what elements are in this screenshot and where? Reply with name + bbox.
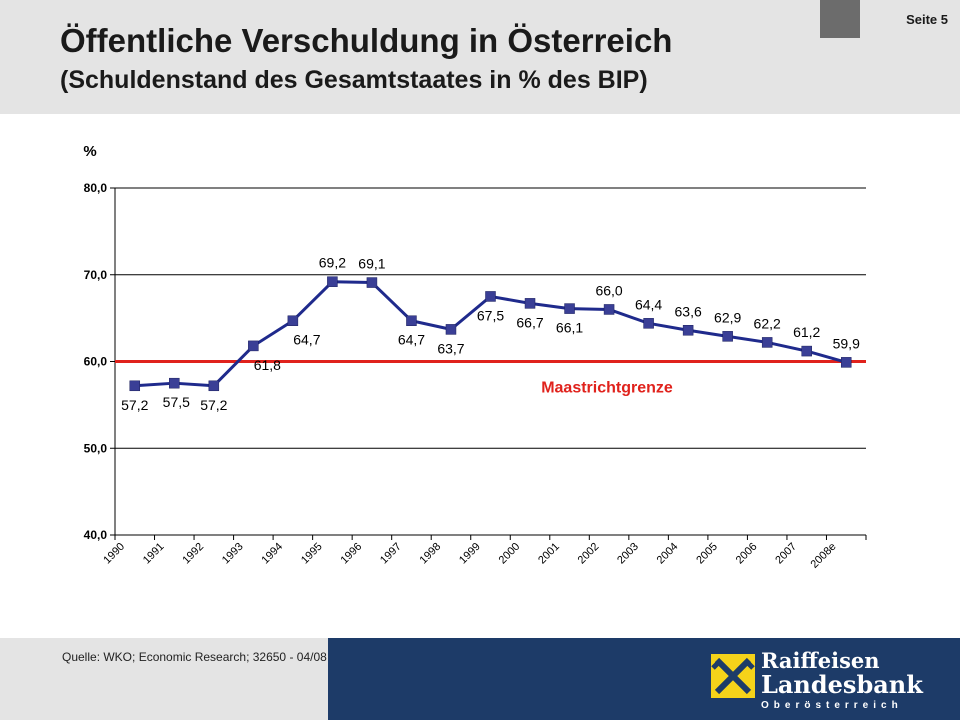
page-number: Seite 5	[906, 12, 948, 27]
y-tick-label: 50,0	[84, 441, 108, 455]
data-point	[761, 337, 773, 348]
data-label: 57,5	[163, 394, 190, 410]
debt-chart: 40,0 50,0 60,0 70,0 80,0% 1990 1991 1992 1993 199…	[0, 114, 960, 638]
y-tick-label: 60,0	[84, 355, 108, 369]
x-tick-label: 1990	[101, 541, 127, 567]
data-label: 63,6	[675, 303, 702, 319]
logo-line-2: Landesbank	[761, 670, 923, 699]
data-label: 69,2	[319, 255, 346, 271]
data-point	[406, 315, 417, 326]
data-point	[524, 298, 536, 309]
data-point	[682, 325, 694, 336]
data-point	[327, 276, 338, 287]
data-label: 66,0	[595, 282, 622, 298]
x-tick-label: 1994	[259, 541, 285, 567]
x-tick-label: 1993	[220, 541, 246, 567]
footer-source-panel: Quelle: WKO; Economic Research; 32650 - …	[0, 638, 328, 720]
x-tick-label: 2007	[773, 541, 799, 567]
header-accent-square	[820, 0, 860, 38]
data-label: 61,8	[254, 357, 281, 373]
data-point	[366, 277, 378, 288]
chart-canvas: 40,0 50,0 60,0 70,0 80,0% 1990 1991 1992 1993 199…	[83, 143, 867, 571]
x-tick-label: 2000	[497, 541, 523, 567]
data-label: 57,2	[200, 397, 227, 413]
slide-header: Öffentliche Verschuldung in Österreich (…	[0, 0, 960, 114]
x-tick-label: 2005	[694, 541, 720, 567]
data-label: 69,1	[358, 256, 385, 272]
data-point	[485, 291, 496, 302]
data-point	[603, 304, 615, 315]
data-label: 64,7	[398, 332, 425, 348]
data-point	[564, 303, 575, 314]
data-point	[801, 345, 812, 357]
data-label: 63,7	[437, 340, 464, 356]
data-point	[287, 315, 299, 326]
data-label: 59,9	[833, 335, 860, 351]
data-label: 66,1	[556, 320, 583, 336]
data-point	[445, 324, 457, 335]
x-tick-label: 2001	[536, 541, 562, 567]
y-tick-label: 40,0	[84, 528, 108, 542]
data-point	[129, 380, 141, 392]
x-tick-label: 2006	[734, 541, 760, 567]
page-title: Öffentliche Verschuldung in Österreich	[60, 22, 673, 59]
data-point	[169, 377, 180, 389]
x-tick-label: 1999	[457, 541, 483, 567]
x-tick-label: 1992	[180, 541, 206, 567]
raiffeisen-gable-cross-icon	[711, 654, 755, 698]
data-point	[840, 357, 852, 368]
y-axis-label: %	[83, 143, 96, 160]
x-tick-label: 2003	[615, 541, 641, 567]
x-tick-label: 2002	[576, 541, 602, 567]
data-label: 64,7	[293, 332, 320, 348]
maastricht-label: Maastrichtgrenze	[541, 380, 673, 397]
source-note: Quelle: WKO; Economic Research; 32650 - …	[62, 650, 327, 664]
x-tick-label: 1991	[141, 541, 167, 567]
logo-line-3: Oberösterreich	[761, 700, 903, 711]
x-tick-label: 2004	[655, 541, 681, 567]
y-tick-label: 80,0	[84, 181, 108, 195]
raiffeisen-logo: Raiffeisen Landesbank Oberösterreich	[711, 648, 941, 712]
data-point	[248, 340, 259, 352]
x-tick-label: 1997	[378, 541, 404, 567]
y-tick-label: 70,0	[84, 268, 108, 282]
x-tick-label: 1995	[299, 541, 325, 567]
data-label: 57,2	[121, 397, 148, 413]
footer-brand-panel: Raiffeisen Landesbank Oberösterreich	[328, 638, 960, 720]
data-label: 66,7	[516, 314, 543, 330]
data-label: 61,2	[793, 324, 820, 340]
data-point	[722, 331, 733, 342]
data-label: 64,4	[635, 296, 662, 312]
page-subtitle: (Schuldenstand des Gesamtstaates in % de…	[60, 66, 648, 94]
x-tick-label: 1998	[418, 541, 444, 567]
x-tick-label: 1996	[338, 541, 364, 567]
x-tick-label: 2008e	[808, 541, 838, 571]
data-point	[643, 318, 654, 329]
logo-line-1: Raiffeisen	[761, 648, 880, 673]
data-point	[208, 380, 220, 392]
data-label: 62,9	[714, 309, 741, 325]
data-label: 62,2	[754, 315, 781, 331]
data-label: 67,5	[477, 307, 504, 323]
